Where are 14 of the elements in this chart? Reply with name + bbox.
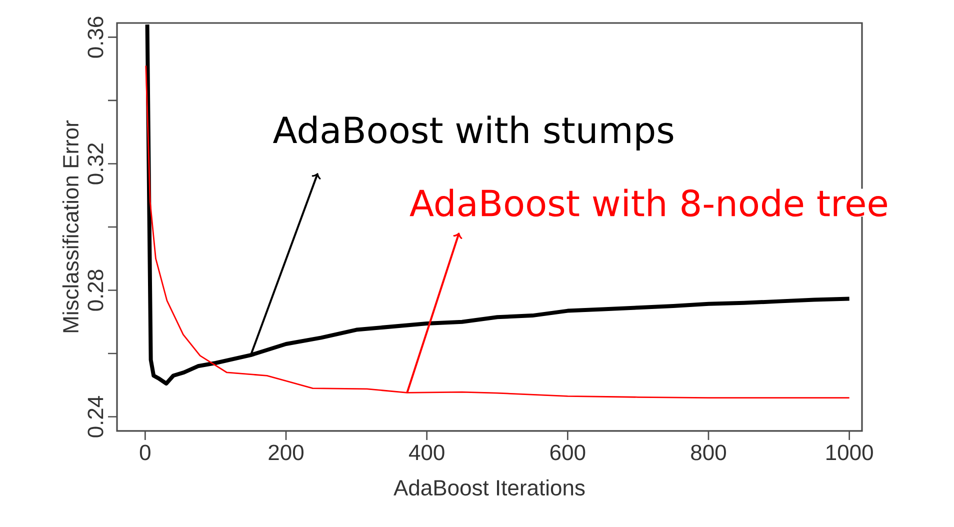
annotation: AdaBoost with 8-node tree [410,188,887,217]
x-tick-label: 200 [268,444,304,460]
x-tick-label: 600 [550,444,586,460]
annotation: AdaBoost with stumps [272,116,674,150]
y-tick-label: 0.24 [88,396,104,438]
x-tick-label: 0 [140,444,150,460]
x-tick-label: 1000 [826,444,873,460]
y-axis-title: Misclassification Error [62,120,79,332]
x-tick-label: 800 [691,444,726,460]
y-tick-label: 0.32 [88,143,104,184]
x-tick-label: 400 [408,444,444,460]
y-tick-label: 0.28 [88,270,104,311]
x-axis-title: AdaBoost Iterations [394,479,585,496]
y-tick-label: 0.36 [88,16,104,58]
